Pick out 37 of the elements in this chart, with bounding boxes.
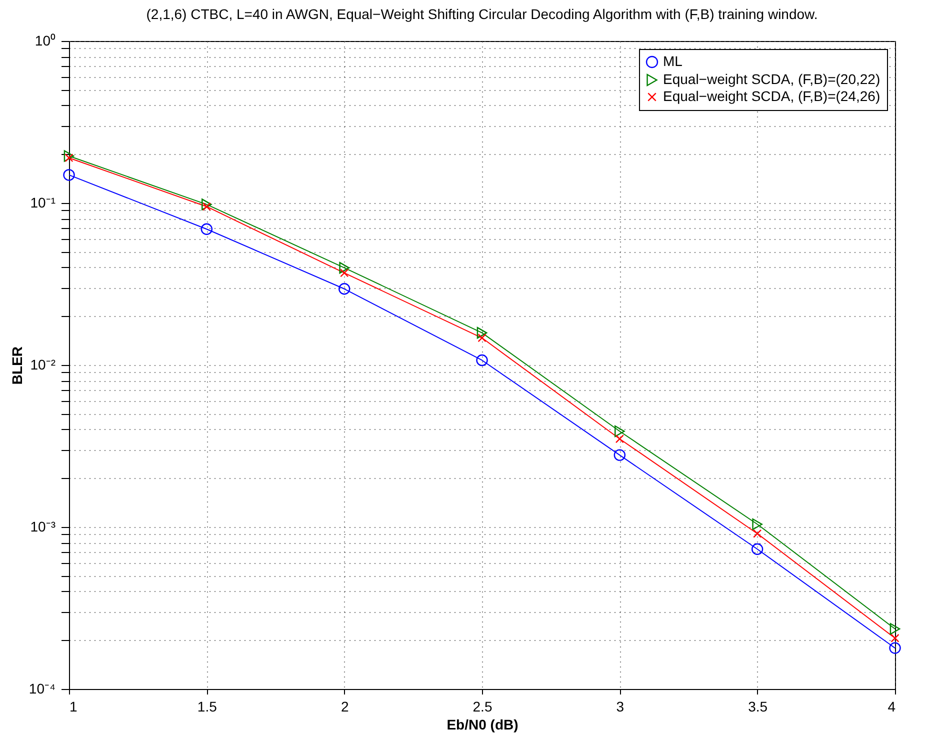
point	[751, 543, 764, 555]
point	[752, 518, 762, 530]
x-tick-label: 1.5	[197, 698, 218, 714]
legend-label: Equal−weight SCDA, (F,B)=(24,26)	[663, 88, 880, 104]
point	[476, 354, 488, 366]
x-tick-label: 2	[340, 698, 349, 714]
point	[340, 268, 349, 278]
x-tick-label: 3	[616, 698, 624, 714]
point	[890, 634, 900, 642]
x-tick-label: 3.5	[748, 698, 768, 714]
y-tick-label: 10⁻¹	[30, 194, 56, 210]
legend-label: Equal−weight SCDA, (F,B)=(20,22)	[663, 71, 880, 87]
point	[476, 326, 488, 339]
point	[615, 434, 624, 444]
x-tick-label: 2.5	[472, 698, 492, 714]
point	[64, 150, 74, 162]
point	[753, 529, 762, 538]
point	[614, 449, 626, 461]
point	[478, 334, 486, 342]
point	[614, 425, 625, 438]
point	[200, 223, 213, 235]
y-tick-label: 10⁻⁴	[28, 680, 56, 696]
point	[889, 642, 901, 654]
y-tick-label: 10⁻²	[30, 356, 56, 372]
chart-title: (2,1,6) CTBC, L=40 in AWGN, Equal−Weight Shifting Circular Decoding Algorithm with (F,B) training window.	[146, 6, 818, 22]
legend-label: ML	[663, 53, 683, 69]
point	[202, 198, 212, 210]
point	[890, 623, 900, 635]
point	[338, 283, 350, 295]
x-tick-label: 4	[888, 698, 896, 714]
point	[63, 169, 75, 181]
x-tick-label: 1	[70, 698, 78, 714]
y-tick-label: 10⁰	[34, 32, 56, 48]
y-axis-title: BLER	[8, 346, 25, 385]
y-tick-label: 10⁻³	[30, 518, 56, 534]
point	[339, 262, 350, 274]
x-axis-title: Eb/N0 (dB)	[446, 716, 518, 732]
